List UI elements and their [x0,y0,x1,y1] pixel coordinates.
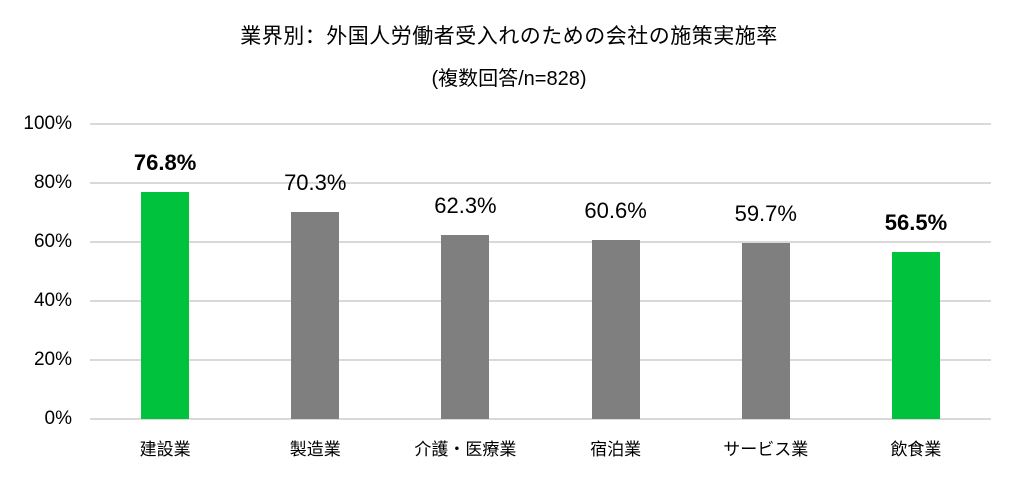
gridline [90,241,991,243]
bar-value-label: 70.3% [284,169,347,195]
x-axis-label: 飲食業 [890,440,942,459]
y-axis-label: 80% [33,172,72,193]
bar-slot: 56.5% [841,124,991,419]
gridline [90,418,991,420]
bar [591,240,640,419]
x-axis-label: 建設業 [139,440,191,459]
y-axis: 0% 20% 40% 60% 80% 100% [0,113,72,429]
chart-title: 業界別：外国人労働者受入れのための会社の施策実施率 [240,25,778,48]
plot-area: 76.8% 70.3% 62.3% 60.6% 59.7% 56.5% [90,123,991,420]
bars-layer: 76.8% 70.3% 62.3% 60.6% 59.7% 56.5% [90,124,991,419]
bar [141,192,190,419]
bar-value-label: 76.8% [133,150,197,176]
x-axis-label: 宿泊業 [590,440,642,459]
y-axis-label: 40% [33,290,72,311]
bar-slot: 60.6% [541,124,691,419]
bar [741,242,790,419]
y-axis-label: 20% [33,349,72,370]
bar-slot: 59.7% [691,124,841,419]
bar-slot: 62.3% [390,124,540,419]
bar-value-label: 60.6% [584,198,647,224]
x-axis-label: 製造業 [289,440,341,459]
gridline [90,359,991,361]
bar-value-label: 59.7% [734,200,797,226]
bar [891,252,940,419]
chart-subtitle: (複数回答/n=828) [431,68,587,90]
gridline [90,182,991,184]
bar [291,211,340,419]
bar-value-label: 56.5% [884,210,948,236]
bar-slot: 76.8% [90,124,240,419]
y-axis-label: 100% [23,113,72,134]
bar [441,235,490,419]
x-axis: 建設業 製造業 介護・医療業 宿泊業 サービス業 飲食業 [90,419,991,460]
y-axis-label: 0% [44,408,72,429]
x-axis-label: サービス業 [723,440,809,459]
gridline [90,300,991,302]
y-axis-label: 60% [33,231,72,252]
gridline [90,123,991,125]
bar-value-label: 62.3% [434,193,497,219]
bar-slot: 70.3% [240,124,390,419]
x-axis-label: 介護・医療業 [414,440,517,459]
